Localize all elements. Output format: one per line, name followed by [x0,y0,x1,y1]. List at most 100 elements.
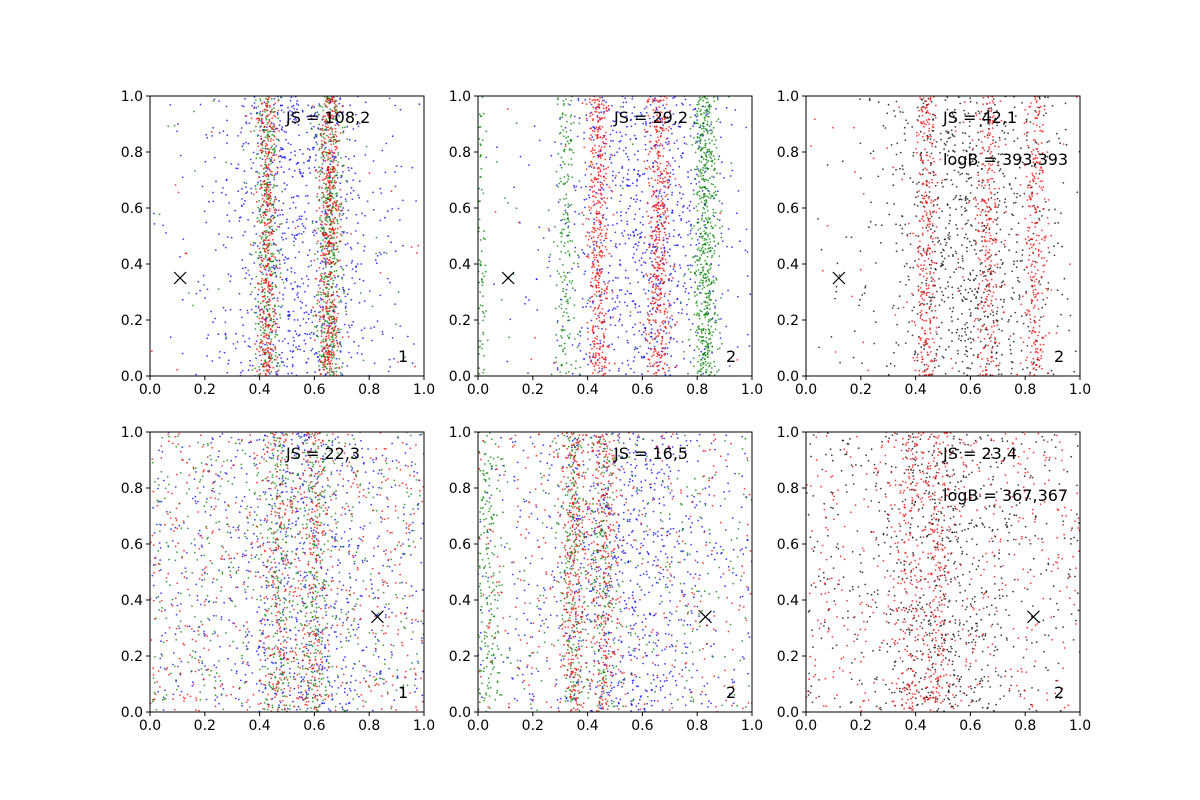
data-point [706,115,709,118]
data-point [318,147,321,150]
data-point [571,372,574,375]
data-point [672,123,675,126]
data-point [633,198,635,201]
data-point [363,300,366,302]
data-point [700,248,703,250]
data-point [625,133,627,136]
data-point [254,297,257,300]
data-point [707,283,710,286]
data-point [325,154,328,157]
data-point [260,317,263,320]
data-point [247,369,250,371]
data-point [274,185,276,187]
data-point [292,201,295,204]
data-point [575,185,578,188]
data-point [295,333,298,335]
data-point [658,233,661,236]
data-point [702,339,704,342]
data-point [711,281,713,284]
data-point [721,240,724,243]
data-point [272,139,275,141]
data-point [271,145,273,147]
data-point [268,257,271,259]
data-point [665,127,668,130]
data-point [715,277,717,280]
data-point [642,323,645,326]
data-point [333,311,336,314]
data-point [649,257,651,260]
data-point [328,185,331,188]
data-point [598,353,600,355]
data-point [245,141,248,144]
data-point [633,168,635,171]
data-point [716,348,719,350]
data-point [218,100,221,102]
data-point [712,214,715,217]
data-point [256,200,258,203]
data-point [279,313,281,316]
data-point [708,138,710,141]
data-point [480,115,483,117]
data-point [269,130,272,133]
data-point [631,182,634,185]
data-point [281,351,283,354]
data-point [570,363,573,366]
data-point [609,264,611,267]
data-point [315,294,318,297]
data-point [293,169,296,172]
data-point [567,103,570,105]
data-point [337,205,340,208]
data-point [308,249,311,252]
data-point [320,214,323,217]
data-point [561,232,564,235]
data-point [236,341,239,343]
data-point [351,277,354,279]
data-point [701,217,703,220]
data-point [306,333,309,336]
data-point [672,277,674,279]
data-point [564,353,567,355]
data-point [261,277,263,280]
data-point [608,309,610,312]
data-point [564,145,567,148]
data-point [638,259,641,262]
data-point [296,195,298,197]
data-point [338,215,341,217]
data-point [629,234,632,237]
data-point [662,269,665,272]
data-point [277,117,280,120]
data-point [317,284,320,287]
data-point [273,304,276,307]
data-point [692,189,695,192]
data-point [325,295,328,298]
data-point [279,120,281,122]
data-point [244,231,247,233]
data-point [696,294,698,296]
data-point [620,289,623,291]
data-point [329,273,332,275]
data-point [596,259,599,262]
data-point [176,130,179,133]
data-point [318,128,320,131]
data-point [261,110,264,112]
data-point [333,318,336,321]
data-point [592,155,595,158]
data-point [322,267,325,270]
data-point [321,143,323,146]
data-point [565,193,568,196]
data-point [559,371,562,373]
data-point [580,327,583,329]
data-point [710,129,713,132]
data-point [345,302,347,305]
data-point [274,336,276,338]
data-point [323,331,326,333]
data-point [327,129,330,132]
data-point [667,369,670,372]
data-point [272,123,275,125]
data-point [333,346,335,348]
data-point [262,233,264,236]
data-point [265,214,267,217]
data-point [676,298,678,301]
data-point [224,309,227,312]
data-point [226,214,229,217]
